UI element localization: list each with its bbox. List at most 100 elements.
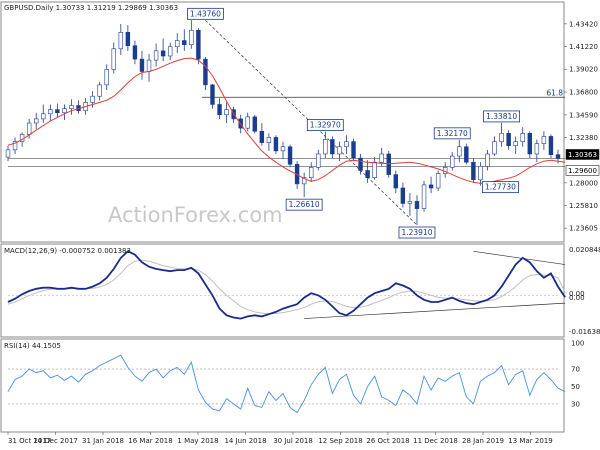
candle-body (457, 146, 462, 157)
candle-body (146, 59, 152, 72)
candle-body (189, 29, 194, 45)
candle-body (428, 184, 434, 189)
rsi-axis-label: 100 (571, 340, 584, 348)
macd-axis-label: 0.00 (569, 294, 585, 302)
fib-level-label: 61.8 (546, 88, 563, 97)
price-annotation-label: 1.27730 (485, 183, 516, 192)
candle-body (33, 118, 39, 124)
candle-body (485, 153, 490, 167)
candle-body (182, 40, 187, 45)
price-title: GBPUSD.Daily 1.30733 1.31219 1.29869 1.3… (4, 4, 178, 12)
candle-body (358, 157, 363, 171)
candle-body (175, 40, 180, 48)
candle-body (217, 104, 222, 116)
macd-panel-frame (0, 243, 565, 338)
candle-body (541, 136, 547, 144)
candle-body (196, 29, 201, 60)
x-axis-label: 16 Mar 2018 (128, 437, 172, 445)
price-annotation-box (398, 226, 436, 239)
watermark: ActionForex.com (108, 203, 283, 227)
axis-layer: 1.43420 1.41220 1.39020 1.36800 1.34590 1.323… (7, 20, 600, 445)
candle-body (421, 184, 427, 209)
candle-body (344, 141, 349, 148)
macd-layer (7, 250, 566, 320)
price-label-text: 1.30363 (568, 151, 597, 159)
candle-body (478, 166, 483, 181)
candle-body (506, 133, 511, 147)
candle-body (527, 133, 533, 155)
candle-body (210, 84, 215, 105)
macd-trendline (473, 250, 566, 265)
candle-body (97, 84, 102, 97)
candle-body (323, 139, 328, 155)
candle-body (69, 105, 74, 109)
candle-body (499, 133, 504, 142)
candle-body (132, 45, 138, 60)
candle-body (301, 177, 307, 185)
candle-body (400, 187, 406, 204)
candle-body (90, 95, 95, 103)
macd-title: MACD(12,26,9) -0.000752 0.001383 (4, 247, 131, 255)
price-axis-label: 1.23605 (569, 225, 598, 233)
candle-body (224, 109, 229, 116)
candle-body (450, 155, 455, 168)
rsi-panel-frame (0, 338, 565, 433)
x-axis-label: 28 Jan 2019 (462, 437, 504, 445)
price-axis-label: 1.25810 (569, 202, 598, 210)
candle-body (435, 173, 441, 189)
macd-axis-label: -0.016389 (569, 328, 600, 336)
candle-body (125, 31, 131, 46)
candle-body (351, 141, 356, 159)
price-annotation-box (187, 7, 224, 20)
candle-body (337, 146, 342, 155)
price-annotation-box (482, 181, 519, 194)
candle-body (252, 116, 258, 132)
candle-body (48, 109, 53, 115)
candle-body (548, 136, 554, 155)
rsi-axis-label: 50 (571, 383, 580, 391)
macd-axis-label: 0.00 (569, 290, 585, 298)
rsi-layer (7, 354, 566, 414)
x-axis-label: 31 Oct 2017 (8, 437, 51, 445)
candle-body (492, 141, 497, 155)
price-annotation-box (285, 198, 323, 211)
x-axis-label: 11 Dec 2018 (413, 437, 458, 445)
candle-body (471, 161, 476, 181)
price-label-text: 1.29600 (568, 167, 597, 175)
candle-body (111, 48, 116, 70)
x-axis-label: 1 May 2018 (177, 437, 218, 445)
x-axis-label: 30 Jul 2018 (273, 437, 313, 445)
candle-body (414, 201, 420, 209)
price-annotation-label: 1.26610 (289, 200, 320, 209)
candle-body (266, 137, 272, 143)
price-annotation-label: 1.32170 (437, 129, 468, 138)
candle-body (104, 69, 109, 86)
candle-body (273, 137, 279, 152)
x-axis-label: 14 Jun 2018 (224, 437, 266, 445)
candle-body (160, 50, 166, 57)
x-axis-label: 12 Sep 2018 (318, 437, 362, 445)
candle-body (153, 50, 159, 61)
candle-body (372, 161, 377, 178)
price-label-box (565, 165, 600, 176)
candle-body (513, 141, 518, 147)
price-annotation-label: 1.32970 (310, 121, 341, 130)
x-axis-label: 14 Dec 2017 (33, 437, 78, 445)
candle-body (5, 149, 11, 158)
candle-body (365, 170, 370, 178)
candle-body (12, 141, 18, 151)
candle-body (259, 130, 265, 143)
candle-body (139, 58, 145, 72)
candle-body (393, 174, 399, 189)
candle-body (379, 153, 384, 163)
price-annotation-label: 1.33810 (486, 112, 517, 121)
price-axis-label: 1.43420 (569, 20, 598, 28)
rsi-axis-label: 30 (571, 400, 580, 408)
price-annotation-label: 1.23910 (401, 228, 432, 237)
candle-body (55, 109, 60, 114)
price-axis-label: 1.28000 (569, 179, 598, 187)
candle-body (245, 116, 250, 129)
candle-body (26, 122, 32, 135)
